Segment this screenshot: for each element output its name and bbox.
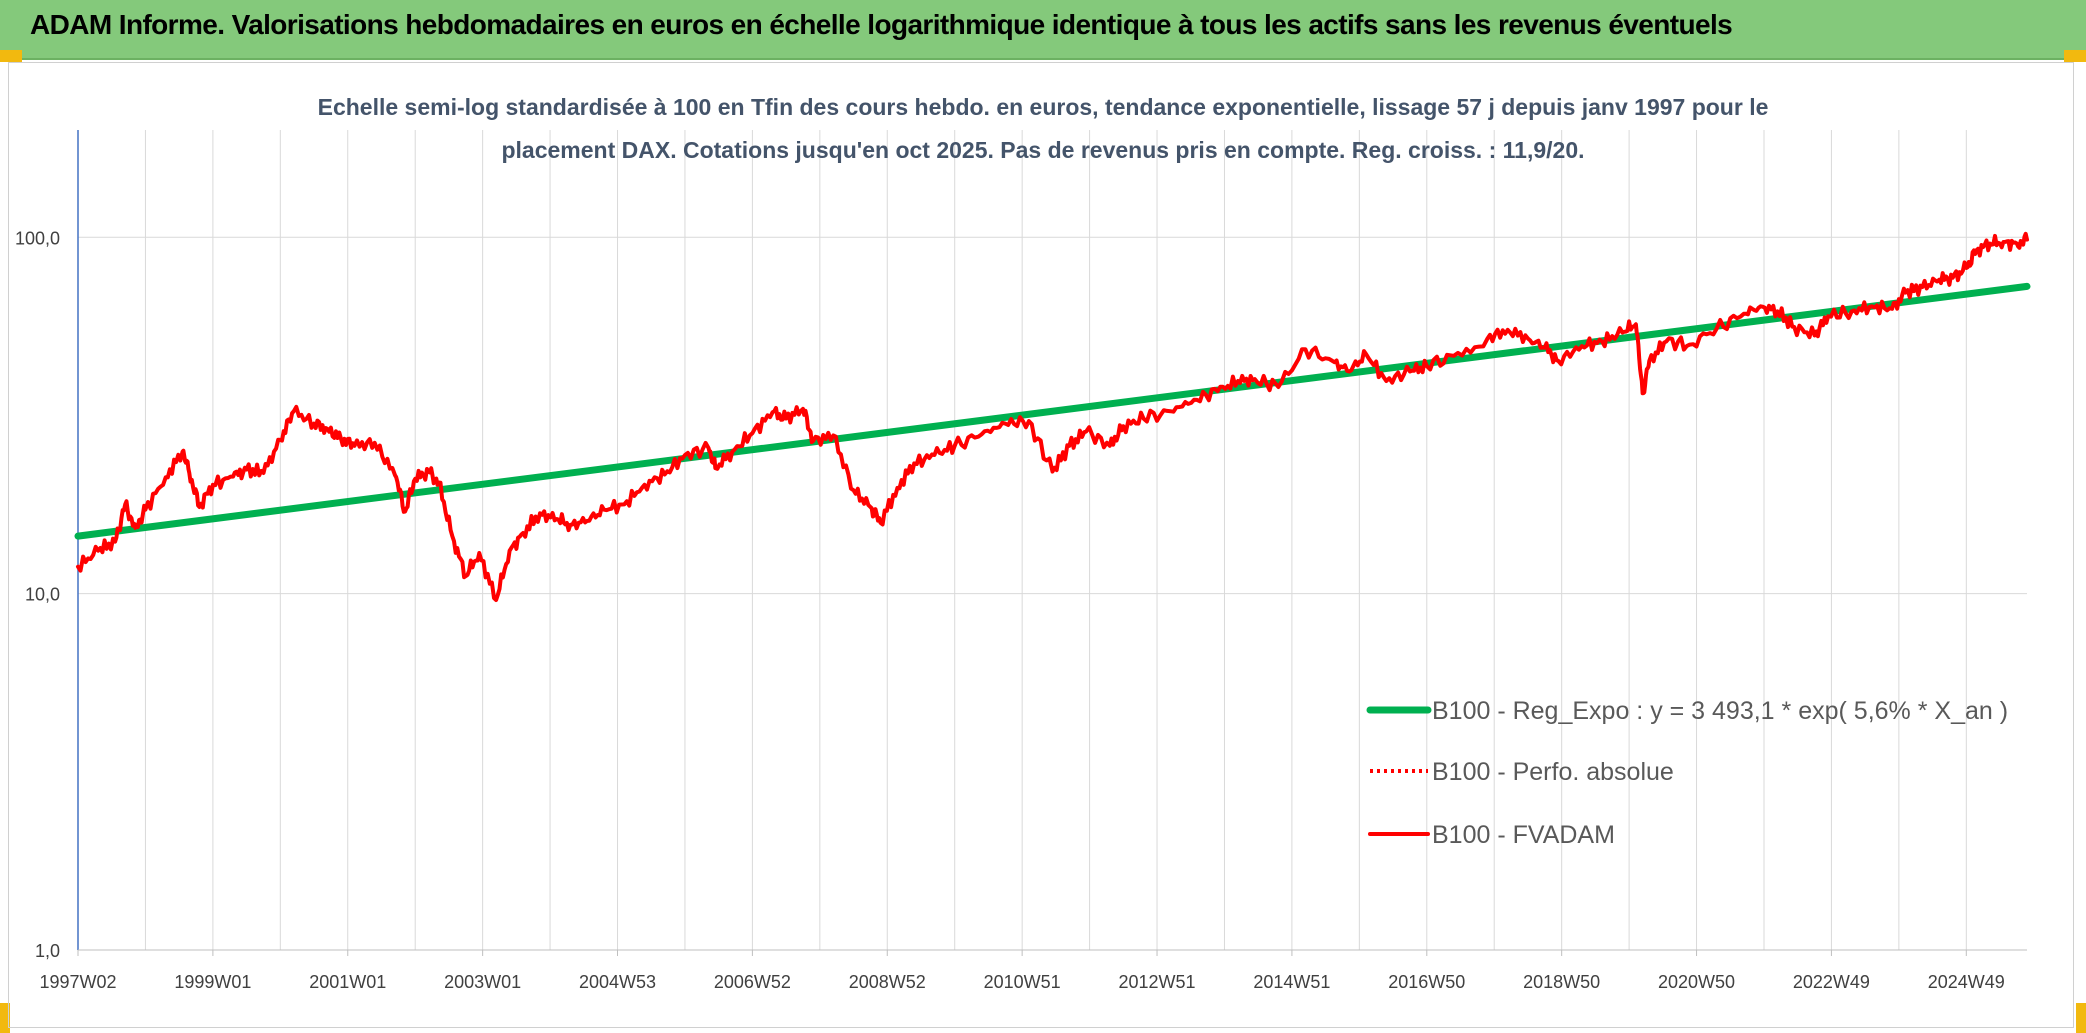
x-tick-label: 2001W01 — [309, 972, 386, 992]
legend-label-0: B100 - Reg_Expo : y = 3 493,1 * exp( 5,6… — [1432, 697, 2008, 725]
corner-marker-top-left — [0, 50, 22, 62]
axes: 1,0 10,0 100,0 1997W02 1999W01 2001W01 2003W01… — [15, 130, 2027, 992]
corner-marker-top-right — [2064, 50, 2086, 62]
chart-subtitle-line-1: Echelle semi-log standardisée à 100 en T… — [318, 94, 1769, 120]
x-tick-label: 2006W52 — [714, 972, 791, 992]
y-tick-label: 100,0 — [15, 228, 60, 248]
x-tick-label: 1997W02 — [39, 972, 116, 992]
x-tick-label: 2020W50 — [1658, 972, 1735, 992]
corner-marker-bottom-right — [2076, 1003, 2086, 1033]
grid — [77, 130, 2027, 951]
series-line-2 — [76, 231, 2029, 602]
chart-frame — [8, 62, 2074, 1028]
legend-label-1: B100 - Perfo. absolue — [1432, 758, 1674, 786]
y-tick-label: 10,0 — [25, 585, 60, 605]
header-bar: ADAM Informe. Valorisations hebdomadaire… — [0, 0, 2086, 60]
legend-label-2: B100 - FVADAM — [1432, 821, 1615, 849]
corner-marker-bottom-left — [0, 1003, 10, 1033]
x-tick-label: 2008W52 — [849, 972, 926, 992]
x-tick-label: 2003W01 — [444, 972, 521, 992]
legend: B100 - Reg_Expo : y = 3 493,1 * exp( 5,6… — [1366, 697, 2008, 849]
x-tick-label: 1999W01 — [174, 972, 251, 992]
x-tick-label: 2010W51 — [984, 972, 1061, 992]
x-tick-label: 2014W51 — [1253, 972, 1330, 992]
y-tick-label: 1,0 — [35, 941, 60, 961]
x-tick-label: 2004W53 — [579, 972, 656, 992]
series-lines — [74, 231, 2031, 602]
page-title: ADAM Informe. Valorisations hebdomadaire… — [30, 9, 1733, 40]
chart-subtitle-line-2: placement DAX. Cotations jusqu'en oct 20… — [501, 137, 1584, 163]
x-tick-label: 2016W50 — [1388, 972, 1465, 992]
x-tick-label: 2012W51 — [1118, 972, 1195, 992]
series-line-0 — [74, 282, 2031, 540]
x-tick-label: 2018W50 — [1523, 972, 1600, 992]
x-tick-label: 2022W49 — [1793, 972, 1870, 992]
x-tick-label: 2024W49 — [1928, 972, 2005, 992]
